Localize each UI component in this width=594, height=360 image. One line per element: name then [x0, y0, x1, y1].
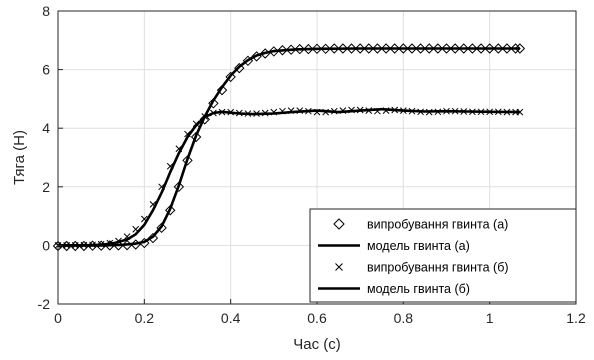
x-tick-label: 1 — [486, 310, 494, 326]
legend-diamond-swatch — [333, 218, 345, 230]
data-point-diamond — [329, 43, 340, 54]
legend-item: випробування гвинта (б) — [335, 261, 509, 275]
data-point-diamond — [147, 232, 159, 244]
data-point-diamond — [208, 98, 219, 109]
data-point-diamond — [225, 71, 236, 83]
data-point-diamond — [484, 43, 495, 54]
data-point-diamond — [493, 43, 504, 54]
y-tick-label: -2 — [38, 296, 51, 312]
data-point-diamond — [311, 43, 323, 55]
data-point-diamond — [475, 43, 487, 54]
legend-item: випробування гвинта (а) — [333, 218, 508, 232]
data-point-diamond — [234, 62, 245, 74]
data-point-diamond — [156, 222, 167, 234]
y-axis-title: Тяга (Н) — [11, 130, 28, 185]
series-layer — [52, 43, 526, 252]
y-tick-label: 8 — [42, 3, 50, 19]
data-point-diamond — [415, 43, 426, 54]
data-point-diamond — [372, 43, 383, 54]
y-tick-label: 4 — [42, 120, 50, 136]
data-point-diamond — [406, 43, 418, 54]
data-point-diamond — [346, 43, 357, 54]
x-tick-label: 0.4 — [221, 310, 241, 326]
data-point-diamond — [389, 43, 400, 54]
x-axis-title: Час (с) — [293, 336, 341, 353]
legend-label: модель гвинта (а) — [367, 239, 470, 253]
data-point-diamond — [501, 43, 513, 54]
data-point-diamond — [441, 43, 452, 54]
legend-cross-swatch — [335, 263, 343, 271]
legend-label: випробування гвинта (б) — [367, 261, 509, 275]
legend-item: модель гвинта (б) — [318, 282, 470, 296]
y-tick-label: 2 — [42, 179, 50, 195]
data-point-diamond — [190, 131, 202, 143]
x-tick-label: 0.2 — [135, 310, 155, 326]
data-point-diamond — [354, 43, 366, 54]
legend-box — [309, 208, 577, 303]
data-point-diamond — [285, 44, 297, 55]
data-point-diamond — [199, 114, 210, 125]
data-point-diamond — [449, 43, 461, 54]
data-point-diamond — [380, 43, 392, 54]
data-point-diamond — [277, 45, 288, 56]
data-point-diamond — [165, 205, 176, 216]
data-point-diamond — [363, 43, 375, 54]
data-point-diamond — [398, 43, 409, 54]
series-line — [58, 107, 520, 247]
series-line — [58, 47, 520, 247]
legend-entries: випробування гвинта (а) модель гвинта (а)… — [318, 218, 509, 296]
data-point-diamond — [510, 43, 521, 54]
x-tick-label: 1.2 — [566, 310, 586, 326]
data-point-diamond — [320, 43, 331, 55]
data-point-diamond — [173, 181, 185, 193]
data-point-diamond — [514, 43, 526, 54]
legend-item: модель гвинта (а) — [318, 239, 470, 253]
y-tick-label: 0 — [42, 237, 50, 253]
x-tick-label: 0.6 — [307, 310, 327, 326]
data-point-diamond — [432, 43, 444, 54]
legend-label: модель гвинта (б) — [367, 282, 470, 296]
data-point-diamond — [303, 43, 314, 55]
x-tick-label: 0.8 — [394, 310, 414, 326]
data-point-diamond — [337, 43, 349, 54]
x-tick-label: 0 — [54, 310, 62, 326]
data-point-diamond — [216, 84, 228, 96]
data-point-diamond — [294, 43, 305, 55]
series-2 — [58, 47, 520, 247]
data-point-diamond — [458, 43, 469, 54]
legend: випробування гвинта (а) модель гвинта (а)… — [309, 208, 577, 303]
legend-label: випробування гвинта (а) — [367, 218, 508, 232]
data-point-diamond — [424, 43, 435, 54]
data-point-diamond — [467, 43, 478, 54]
y-tick-label: 6 — [42, 62, 50, 78]
data-point-diamond — [182, 155, 193, 166]
series-4 — [58, 107, 520, 247]
